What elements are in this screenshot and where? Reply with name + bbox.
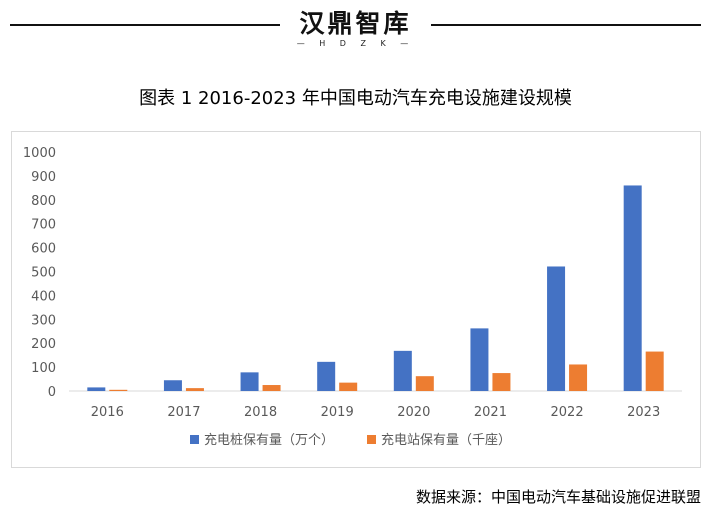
y-tick-label: 600 <box>31 242 56 257</box>
y-tick-label: 0 <box>48 385 56 400</box>
x-tick-label: 2016 <box>91 405 124 420</box>
data-source: 数据来源：中国电动汽车基础设施促进联盟 <box>415 488 701 506</box>
bar-2023-charging-stations <box>645 351 664 391</box>
bar-2019-charging-stations <box>339 382 358 391</box>
x-tick-label: 2018 <box>244 405 277 420</box>
header-line-right <box>431 24 701 26</box>
y-tick-label: 100 <box>31 361 56 376</box>
x-tick-label: 2022 <box>551 405 584 420</box>
bar-2019-charging-piles <box>317 361 336 391</box>
header-line-left <box>10 24 280 26</box>
y-tick-label: 400 <box>31 289 56 304</box>
x-tick-label: 2017 <box>167 405 200 420</box>
y-tick-label: 200 <box>31 337 56 352</box>
y-tick-label: 900 <box>31 170 56 185</box>
bar-2016-charging-stations <box>109 389 128 391</box>
legend-swatch-charging-stations <box>367 435 376 444</box>
bar-2020-charging-piles <box>393 350 412 391</box>
chart-frame: 0 100 200 300 400 500 600 700 800 900 1000 2016 2017… <box>11 131 701 468</box>
x-tick-label: 2019 <box>321 405 354 420</box>
y-tick-label: 700 <box>31 218 56 233</box>
y-tick-label: 300 <box>31 313 56 328</box>
brand-subtitle: — H D Z K — <box>296 39 415 48</box>
x-tick-label: 2020 <box>397 405 430 420</box>
bar-chart: 0 100 200 300 400 500 600 700 800 900 1000 2016 2017… <box>23 146 682 448</box>
bar-2021-charging-stations <box>492 373 511 391</box>
y-tick-label: 500 <box>31 266 56 281</box>
y-tick-label: 800 <box>31 194 56 209</box>
chart-title: 图表 1 2016-2023 年中国电动汽车充电设施建设规模 <box>139 88 572 109</box>
x-tick-label: 2021 <box>474 405 507 420</box>
bar-2022-charging-piles <box>547 266 566 391</box>
brand-logo: 汉鼎智库 <box>0 4 711 40</box>
bar-2021-charging-piles <box>470 328 489 391</box>
bar-2023-charging-piles <box>623 185 642 391</box>
y-tick-label: 1000 <box>23 146 56 161</box>
bar-2017-charging-piles <box>163 380 182 391</box>
bar-2022-charging-stations <box>569 364 588 391</box>
legend-label-charging-stations: 充电站保有量（千座） <box>381 432 511 448</box>
bar-2016-charging-piles <box>87 387 106 391</box>
bar-2018-charging-stations <box>262 385 281 391</box>
bar-2017-charging-stations <box>185 388 204 391</box>
x-tick-label: 2023 <box>627 405 660 420</box>
brand-name: 汉鼎智库 <box>291 4 420 40</box>
legend-swatch-charging-piles <box>190 435 199 444</box>
bar-2020-charging-stations <box>415 376 434 391</box>
bar-2018-charging-piles <box>240 372 259 391</box>
legend-label-charging-piles: 充电桩保有量（万个） <box>204 432 334 448</box>
